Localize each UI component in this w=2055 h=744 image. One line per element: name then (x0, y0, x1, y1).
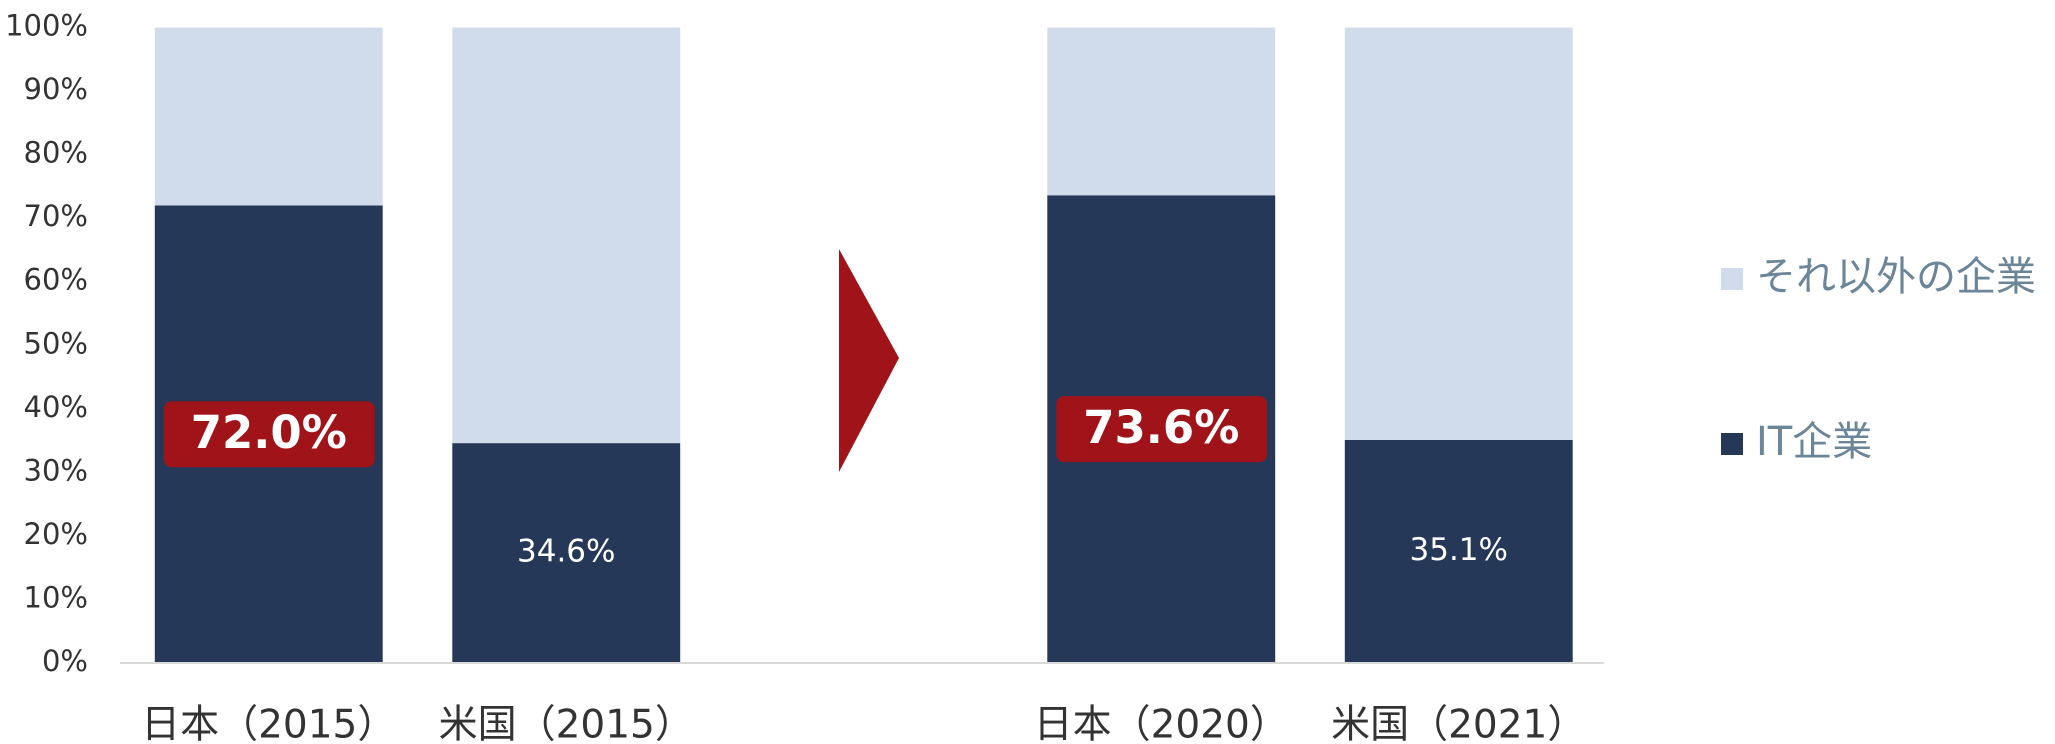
y-tick-label: 40% (24, 390, 88, 424)
y-tick-label: 20% (24, 517, 88, 551)
x-tick-label: 米国（2021） (1331, 703, 1586, 744)
y-tick-label: 30% (24, 453, 88, 487)
bar-segment (1344, 27, 1573, 440)
bar-segment (452, 27, 681, 444)
value-label: 35.1% (1410, 532, 1508, 568)
y-tick-label: 0% (42, 644, 88, 678)
transition-arrow (839, 249, 899, 472)
y-tick-label: 10% (24, 580, 88, 614)
legend-swatch (1721, 433, 1743, 455)
y-tick-label: 70% (24, 199, 88, 233)
y-tick-label: 80% (24, 136, 88, 170)
value-label: 72.0% (191, 406, 347, 459)
legend-swatch (1721, 268, 1743, 290)
legend-label: それ以外の企業 (1756, 254, 2036, 300)
x-tick-label: 日本（2020） (1034, 703, 1289, 744)
bar-segment (1344, 439, 1573, 663)
y-tick-label: 50% (24, 326, 88, 360)
bar-segment (1047, 27, 1276, 196)
value-label: 73.6% (1083, 401, 1239, 454)
y-tick-label: 90% (24, 72, 88, 106)
highlight-box (1056, 396, 1268, 463)
x-tick-label: 日本（2015） (141, 703, 396, 744)
highlight-box (163, 401, 375, 468)
value-label: 34.6% (517, 534, 615, 570)
y-tick-label: 60% (24, 263, 88, 297)
bar-segment (154, 27, 383, 206)
x-tick-label: 米国（2015） (439, 703, 694, 744)
bar-segment (452, 443, 681, 663)
y-tick-label: 100% (5, 9, 88, 43)
legend-label: IT企業 (1756, 419, 1872, 465)
